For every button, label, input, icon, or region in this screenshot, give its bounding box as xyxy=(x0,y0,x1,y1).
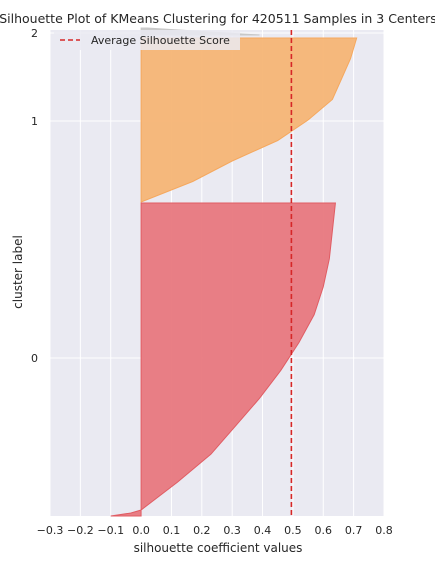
x-tick-label: 0.2 xyxy=(193,524,211,537)
x-tick-label: 0.6 xyxy=(315,524,333,537)
x-tick-label: 0.5 xyxy=(284,524,302,537)
legend-box xyxy=(54,30,240,50)
y-tick-label: 0 xyxy=(31,352,38,365)
plot-area xyxy=(49,27,385,517)
x-tick-labels: −0.3 −0.2 −0.1 0.0 0.1 0.2 0.3 0.4 0.5 0.6 0.7 0.8 xyxy=(37,524,393,537)
x-tick-label: 0.0 xyxy=(132,524,150,537)
legend-average-label: Average Silhouette Score xyxy=(91,34,230,47)
legend: Average Silhouette Score xyxy=(54,30,240,50)
x-tick-label: −0.3 xyxy=(37,524,64,537)
x-tick-label: −0.1 xyxy=(97,524,124,537)
x-tick-label: 0.1 xyxy=(163,524,181,537)
y-tick-label: 1 xyxy=(31,115,38,128)
y-tick-label: 2 xyxy=(31,27,38,40)
x-tick-label: 0.7 xyxy=(345,524,363,537)
x-tick-label: 0.4 xyxy=(254,524,272,537)
x-tick-label: −0.2 xyxy=(67,524,94,537)
chart-title: Silhouette Plot of KMeans Clustering for… xyxy=(0,11,435,26)
x-tick-label: 0.8 xyxy=(375,524,393,537)
x-tick-label: 0.3 xyxy=(223,524,241,537)
x-axis-label: silhouette coefficient values xyxy=(134,541,303,555)
y-axis-label: cluster label xyxy=(11,235,25,309)
silhouette-cluster-0 xyxy=(110,202,336,517)
y-tick-labels: 0 1 2 xyxy=(31,27,38,365)
silhouette-cluster-1 xyxy=(140,37,358,203)
